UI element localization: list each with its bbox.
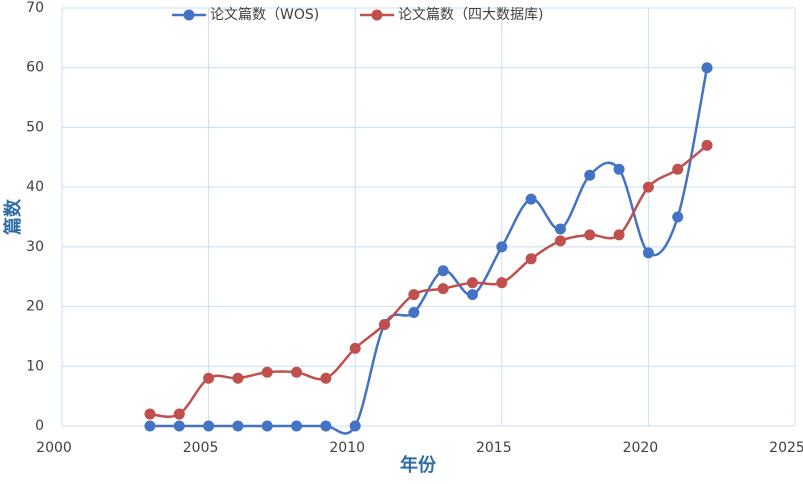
x-tick-label: 2005 xyxy=(183,440,219,456)
point xyxy=(320,420,332,432)
point xyxy=(613,163,625,175)
point xyxy=(554,235,566,247)
point xyxy=(232,372,244,384)
x-tick-label: 2010 xyxy=(329,440,365,456)
point xyxy=(466,277,478,289)
y-tick-label: 0 xyxy=(35,418,44,434)
legend-label: 论文篇数（WOS) xyxy=(210,7,319,23)
point xyxy=(203,420,215,432)
point xyxy=(408,307,420,319)
point xyxy=(291,420,303,432)
point xyxy=(672,211,684,223)
point xyxy=(496,241,508,253)
point xyxy=(525,193,537,205)
y-tick-label: 40 xyxy=(26,179,44,195)
series-line xyxy=(149,67,709,435)
point xyxy=(554,223,566,235)
legend-marker xyxy=(183,9,195,21)
point xyxy=(642,247,654,259)
point xyxy=(379,318,391,330)
point xyxy=(701,139,713,151)
point xyxy=(584,169,596,181)
point xyxy=(437,283,449,295)
point xyxy=(349,420,361,432)
legend-marker xyxy=(371,9,383,21)
x-tick-label: 2025 xyxy=(769,440,803,456)
y-tick-label: 70 xyxy=(26,0,44,16)
point xyxy=(584,229,596,241)
point xyxy=(144,420,156,432)
legend-label: 论文篇数（四大数据库) xyxy=(398,7,543,23)
point xyxy=(232,420,244,432)
point xyxy=(173,408,185,420)
point xyxy=(437,265,449,277)
point xyxy=(261,420,273,432)
y-tick-label: 20 xyxy=(26,299,44,315)
point xyxy=(642,181,654,193)
x-axis-label: 年份 xyxy=(400,454,437,476)
point xyxy=(349,342,361,354)
point xyxy=(466,289,478,301)
point xyxy=(203,372,215,384)
point xyxy=(144,408,156,420)
x-tick-label: 2020 xyxy=(623,440,659,456)
point xyxy=(173,420,185,432)
y-tick-label: 50 xyxy=(26,119,44,135)
point xyxy=(261,366,273,378)
point xyxy=(291,366,303,378)
point xyxy=(672,163,684,175)
point xyxy=(613,229,625,241)
point xyxy=(496,277,508,289)
y-tick-label: 10 xyxy=(26,358,44,374)
x-tick-label: 2000 xyxy=(36,440,72,456)
x-tick-label: 2015 xyxy=(476,440,512,456)
y-tick-label: 60 xyxy=(26,60,44,76)
y-tick-label: 30 xyxy=(26,239,44,255)
point xyxy=(320,372,332,384)
point xyxy=(525,253,537,265)
point xyxy=(408,289,420,301)
y-axis-label: 篇数 xyxy=(2,198,24,235)
point xyxy=(701,62,713,74)
